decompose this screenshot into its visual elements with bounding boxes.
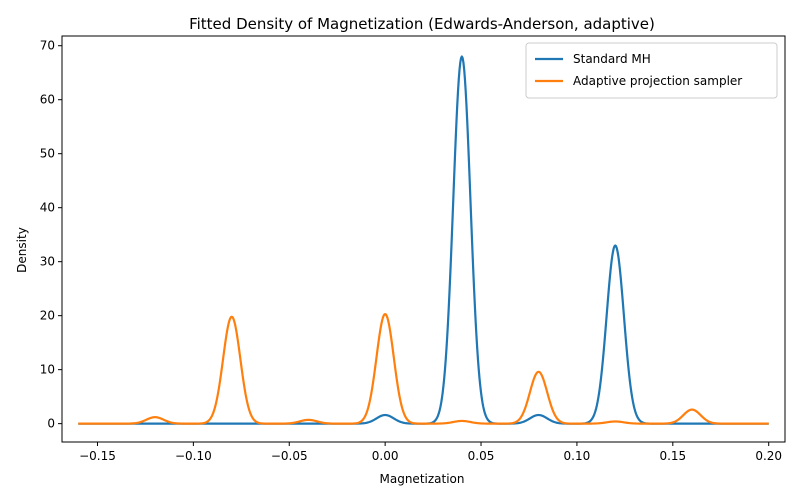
y-tick-label: 70 (40, 39, 55, 53)
legend-label-1: Adaptive projection sampler (573, 74, 742, 88)
x-tick-label: −0.15 (79, 449, 116, 463)
x-tick-label: −0.05 (271, 449, 308, 463)
y-tick-label: 60 (40, 93, 55, 107)
chart-title: Fitted Density of Magnetization (Edwards… (189, 15, 655, 33)
legend-label-0: Standard MH (573, 52, 651, 66)
x-tick-label: 0.20 (755, 449, 782, 463)
x-tick-label: 0.00 (372, 449, 399, 463)
y-axis-label: Density (15, 227, 29, 273)
x-axis-label: Magnetization (380, 472, 465, 486)
y-tick-label: 20 (40, 309, 55, 323)
x-tick-label: 0.15 (659, 449, 686, 463)
y-tick-label: 30 (40, 255, 55, 269)
x-tick-label: 0.05 (468, 449, 495, 463)
x-tick-label: 0.10 (564, 449, 591, 463)
legend-box (525, 42, 778, 99)
plot-frame (61, 35, 786, 443)
series-line-1 (77, 312, 770, 425)
y-tick-label: 10 (40, 363, 55, 377)
plot-area (77, 55, 770, 425)
y-tick-label: 0 (47, 417, 55, 431)
x-tick-label: −0.10 (175, 449, 212, 463)
y-tick-label: 50 (40, 147, 55, 161)
axes: −0.15 −0.10 −0.05 0.00 0.05 0.10 0.15 0.20 0 10 20… (40, 35, 786, 463)
y-tick-label: 40 (40, 201, 55, 215)
legend: Standard MH Adaptive projection sampler (525, 42, 778, 99)
